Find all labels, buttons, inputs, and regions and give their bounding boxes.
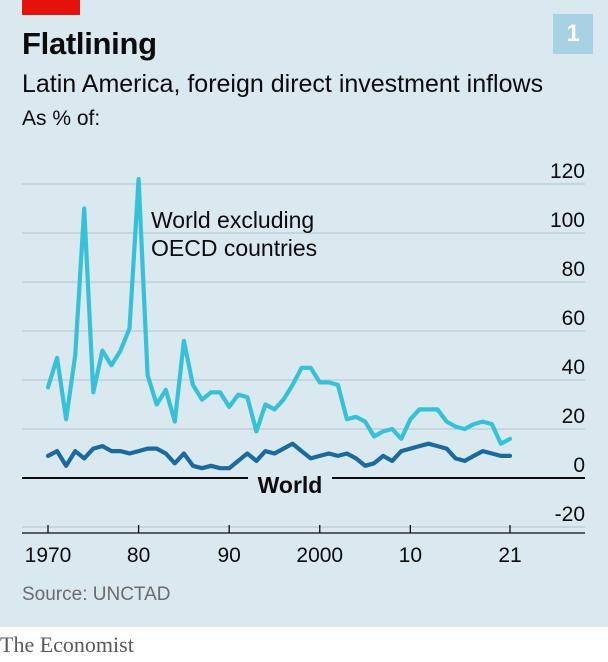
series-label-world: World [258, 472, 323, 498]
series-line-world-excluding-oecd [45, 177, 513, 446]
y-tick-label: 40 [562, 356, 585, 379]
x-tick-label: 21 [498, 544, 521, 567]
y-tick-label: 120 [550, 160, 585, 183]
series-line-world [45, 441, 513, 471]
y-tick-label: -20 [555, 503, 585, 526]
x-tick-label: 10 [399, 544, 422, 567]
x-tick-label: 90 [217, 544, 240, 567]
chart-title: Flatlining [22, 26, 157, 61]
series-label-world-excluding-oecd: World excluding OECD countries [151, 207, 317, 261]
x-tick-label: 1970 [25, 544, 72, 567]
x-tick-label: 80 [127, 544, 150, 567]
publisher-logo: The Economist [0, 632, 134, 657]
source-note: Source: UNCTAD [22, 584, 171, 605]
chart-panel [0, 0, 608, 627]
y-tick-label: 100 [550, 209, 585, 232]
chart-subtitle: Latin America, foreign direct investment… [22, 70, 544, 98]
unit-label: As % of: [22, 107, 101, 130]
chart-number-badge: 1 [553, 14, 593, 54]
y-tick-label: 80 [562, 258, 585, 281]
x-tick-label: 2000 [296, 544, 343, 567]
y-tick-label: 0 [573, 454, 585, 477]
brand-red-bar [22, 0, 80, 15]
y-tick-label: 60 [562, 307, 585, 330]
y-tick-label: 20 [562, 405, 585, 428]
